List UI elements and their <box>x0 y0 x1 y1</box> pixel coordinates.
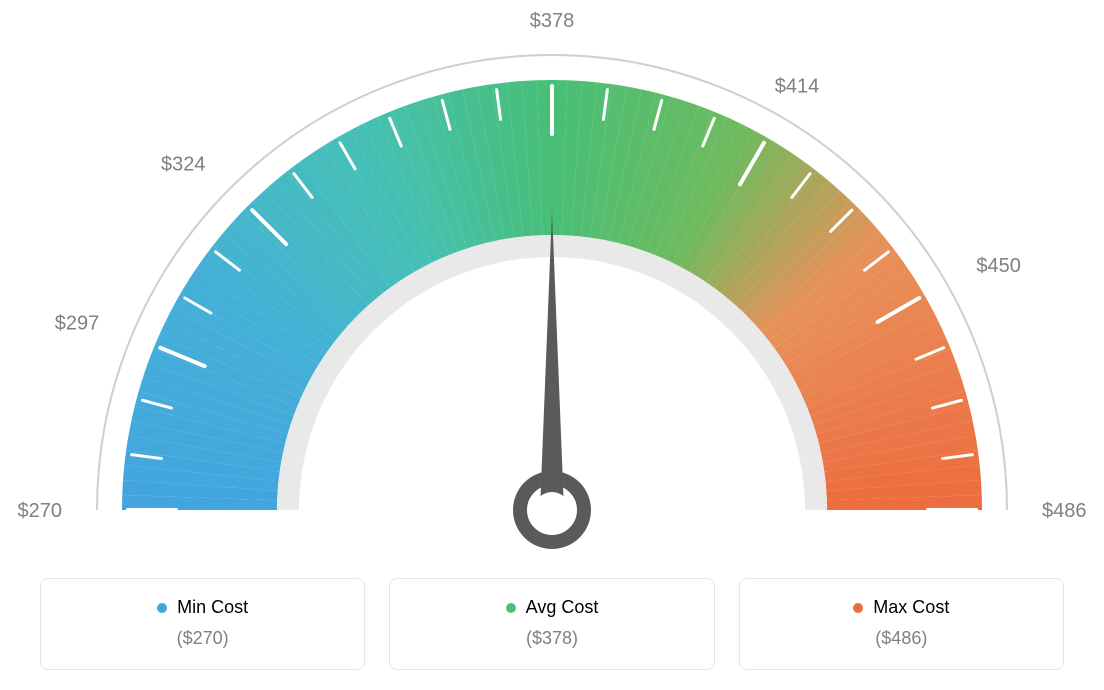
legend-title-avg: Avg Cost <box>506 597 599 618</box>
cost-gauge-container: { "gauge": { "type": "gauge", "min_value… <box>0 0 1104 690</box>
tick-label: $270 <box>18 500 63 522</box>
legend-card-min: Min Cost ($270) <box>40 578 365 670</box>
legend-value-max: ($486) <box>750 628 1053 649</box>
dot-icon-avg <box>506 603 516 613</box>
tick-label: $378 <box>530 10 575 32</box>
tick-label: $414 <box>775 76 820 98</box>
gauge-svg: $270 $297 $324 $378 $414 $450 $486 <box>0 0 1104 560</box>
gauge-area: $270 $297 $324 $378 $414 $450 $486 <box>0 0 1104 560</box>
tick-label: $486 <box>1042 500 1087 522</box>
legend-value-avg: ($378) <box>400 628 703 649</box>
legend-title-max: Max Cost <box>853 597 949 618</box>
dot-icon-min <box>157 603 167 613</box>
legend-value-min: ($270) <box>51 628 354 649</box>
needle-hub-inner <box>534 492 570 528</box>
legend-row: Min Cost ($270) Avg Cost ($378) Max Cost… <box>40 578 1064 670</box>
tick-label: $297 <box>55 312 100 334</box>
legend-card-avg: Avg Cost ($378) <box>389 578 714 670</box>
legend-card-max: Max Cost ($486) <box>739 578 1064 670</box>
legend-label-min: Min Cost <box>177 597 248 618</box>
legend-label-avg: Avg Cost <box>526 597 599 618</box>
tick-label: $450 <box>976 255 1021 277</box>
legend-title-min: Min Cost <box>157 597 248 618</box>
legend-label-max: Max Cost <box>873 597 949 618</box>
dot-icon-max <box>853 603 863 613</box>
tick-label: $324 <box>161 154 206 176</box>
